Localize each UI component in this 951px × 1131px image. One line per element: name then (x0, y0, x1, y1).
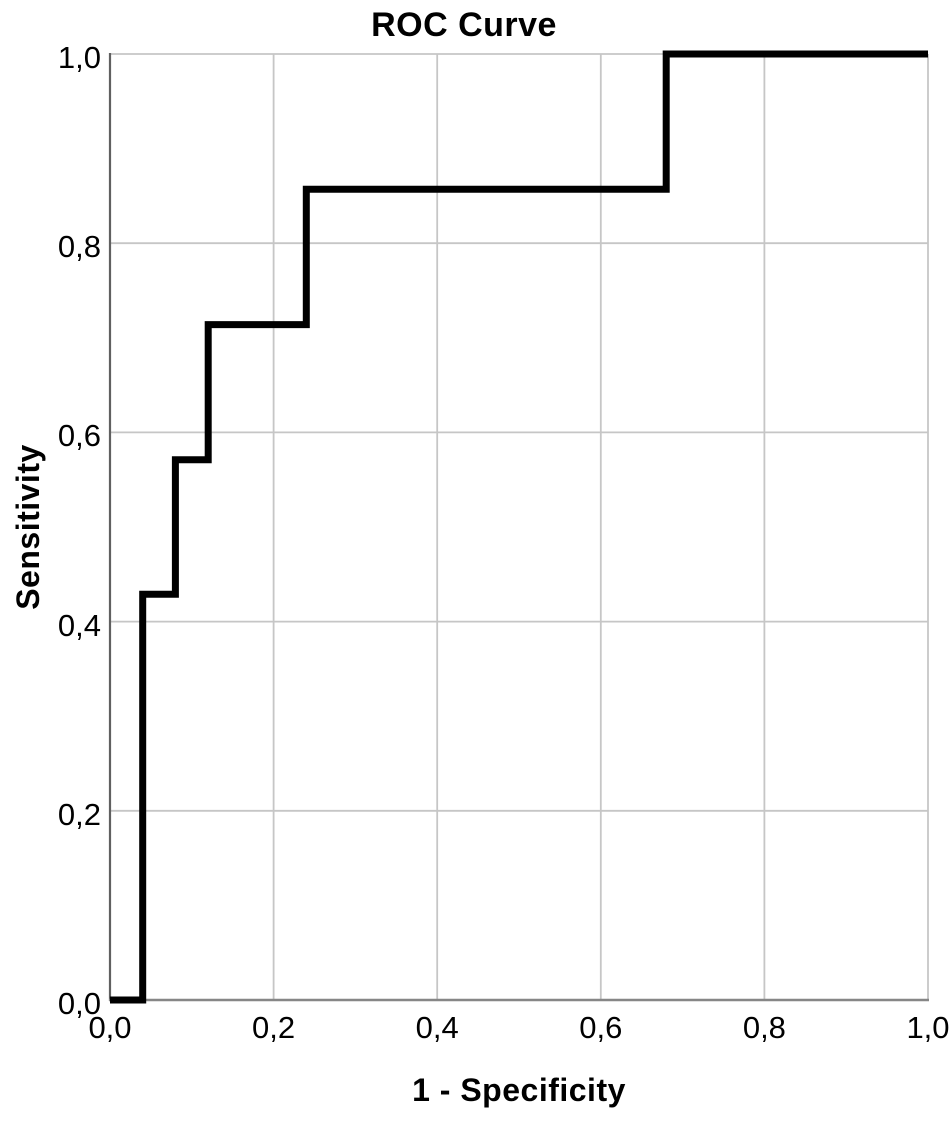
x-axis-title: 1 - Specificity (412, 1072, 626, 1108)
y-axis-title: Sensitivity (10, 444, 46, 610)
chart-title: ROC Curve (371, 6, 557, 44)
roc-curve-line (110, 50, 928, 1004)
